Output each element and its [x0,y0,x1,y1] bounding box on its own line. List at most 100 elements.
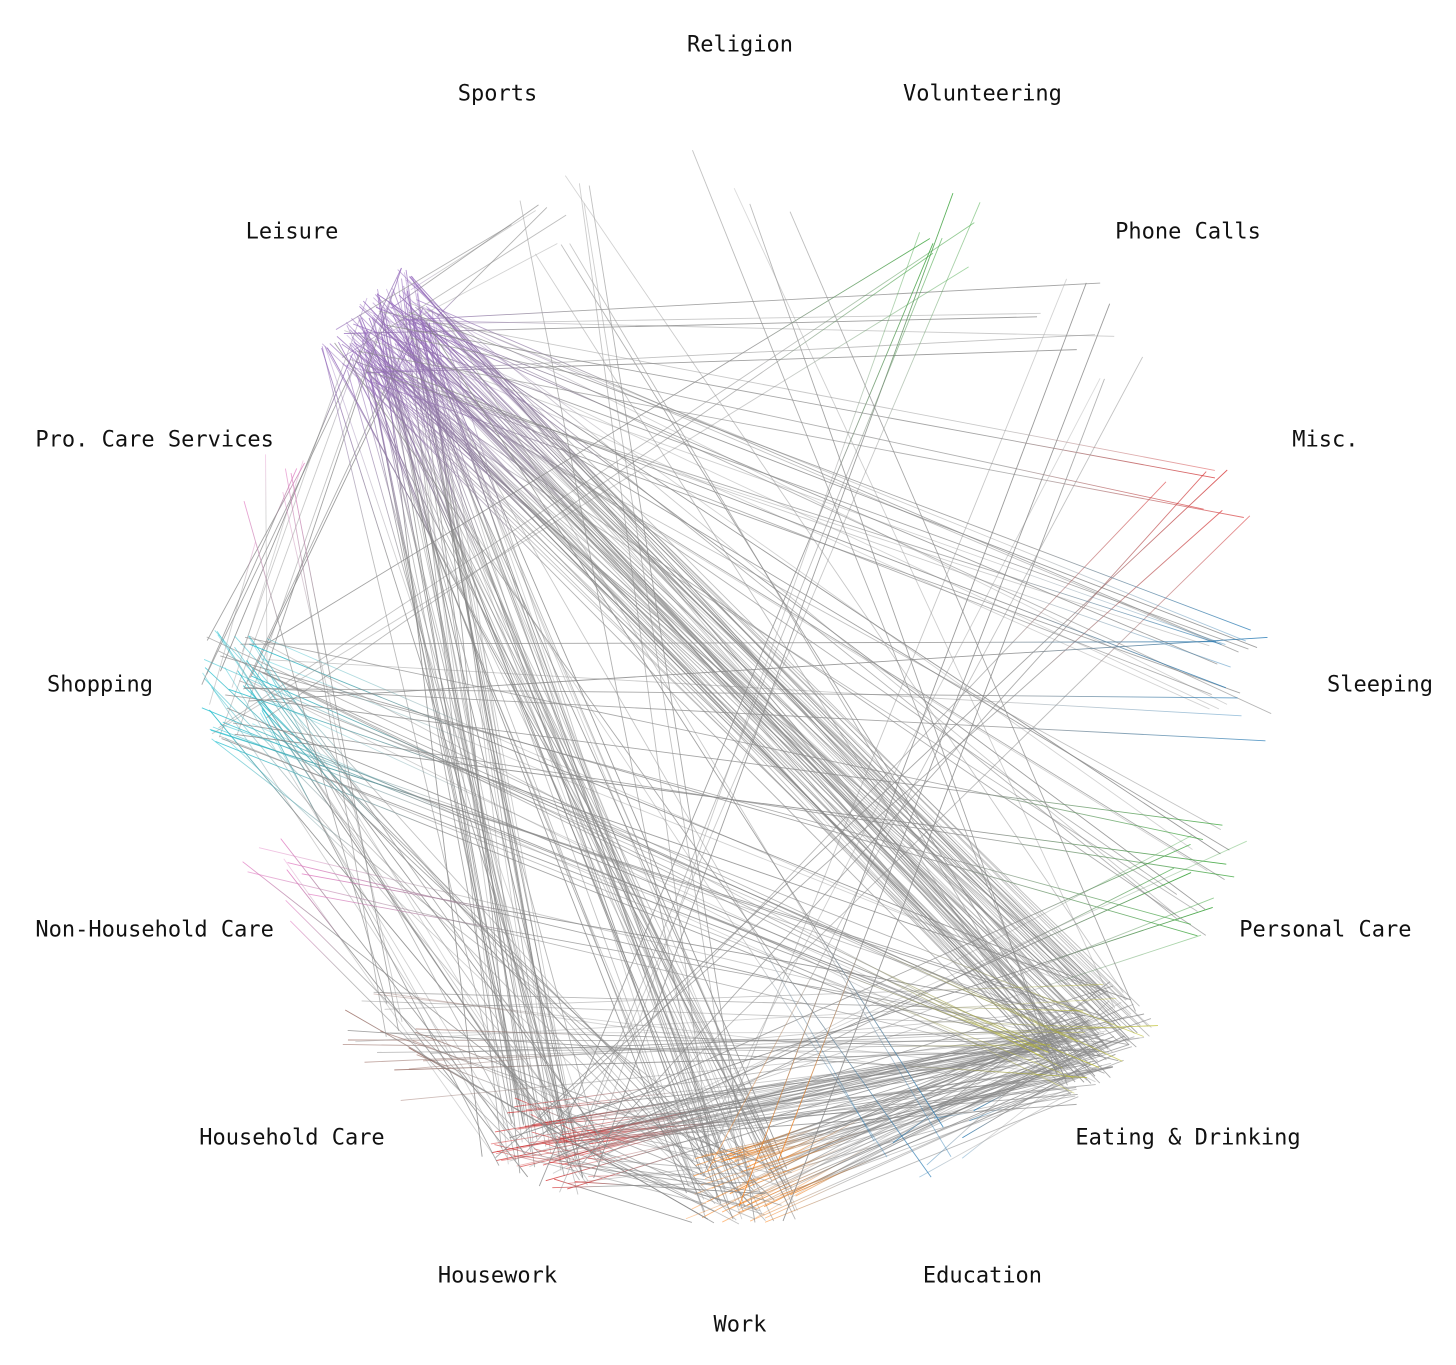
transition-line [365,353,773,1182]
transition-line [265,454,268,684]
transition-line [366,309,1220,710]
transition-line [236,291,393,735]
transition-line [605,515,1251,1146]
transition-line [707,356,1144,1171]
transition-line [378,339,1058,1072]
transition-line [738,282,1087,1207]
transition-line [243,307,424,690]
transition-line [542,985,1114,1166]
transition-line [933,1095,1076,1119]
transition-line [414,333,1150,1037]
transition-line [427,307,1193,850]
transition-line [244,688,1238,699]
transition-line [371,341,1077,1021]
transition-line [387,341,706,1218]
transition-line [242,685,754,1191]
transition-line [524,1076,1085,1127]
transition-line [384,984,1104,1010]
transition-line [358,331,1085,1083]
transition-line [569,243,1067,1079]
transition-line [247,871,1069,1067]
transition-line [416,299,1239,653]
transition-line [285,899,543,1156]
transition-line [588,185,756,1223]
transition-line [564,175,1124,993]
transition-line [346,370,561,1123]
transition-line [542,1142,765,1216]
transition-line [593,192,954,1179]
transition-line [548,1161,767,1194]
category-label: Education [922,1263,1043,1289]
transition-line [239,680,1144,1037]
transition-line [559,202,981,1193]
category-label: Pro. Care Services [35,427,274,453]
transition-line [203,677,737,1221]
transition-line [363,349,1077,374]
transition-line [417,317,1130,1046]
transition-line [426,308,1210,642]
transition-line [350,344,1059,1070]
category-label: Sports [457,81,538,107]
transition-line [342,1044,1101,1056]
transition-line [567,1039,1054,1190]
transition-line [209,542,256,705]
transition-line [583,203,741,1173]
transition-line [608,1136,775,1175]
transition-line [962,1061,1092,1139]
transition-line [383,362,1208,872]
transition-line [201,468,298,685]
transition-line [574,1181,765,1195]
transition-line [301,873,1110,1021]
transition-line [206,636,1123,1062]
transition-line [378,334,1096,373]
transition-line [373,318,552,1129]
transition-line [263,672,1191,925]
transition-line [417,326,1218,665]
transition-line [282,491,403,1022]
transition-line [248,637,1268,702]
transition-line [325,347,596,1153]
transition-line [266,252,934,719]
transition-line [532,843,1191,1138]
transition-line [406,288,509,1165]
transition-line [307,893,1128,1045]
transition-line [401,290,1132,1015]
transition-line [249,690,588,1186]
transition-line [405,279,1177,916]
transition-line [338,341,775,1155]
transition-line [254,668,1044,1058]
transition-line [367,386,1072,1095]
transition-line [249,635,1063,1069]
transition-line [289,920,510,1141]
transition-line [346,334,1101,1032]
transition-line [219,723,1096,1031]
transition-line [373,993,1074,1076]
transition-line [206,462,305,641]
transition-line [421,336,577,1162]
transition-line [344,1009,715,1224]
transition-line [795,1063,1049,1197]
transition-line [373,991,1084,1012]
category-label: Shopping [47,672,153,698]
category-label: Religion [687,32,793,58]
transition-line [219,735,1074,1079]
category-label: Eating & Drinking [1075,1125,1301,1151]
transition-line [386,324,1216,479]
transition-line [356,350,1244,518]
transition-line [347,1039,1103,1043]
transition-line [534,253,1063,1082]
transition-line [587,1157,702,1169]
transition-line [408,302,1247,642]
transition-line [552,835,1192,1174]
transition-line [501,1070,1092,1161]
transition-line [367,370,1222,645]
transition-line [409,337,1204,510]
transition-line [220,655,1198,937]
transition-line [496,1150,707,1205]
category-label: Phone Calls [1115,219,1261,245]
transition-line [594,1084,1096,1135]
transition-line [251,675,1088,1041]
transition-line [411,301,1228,705]
transition-line [590,232,921,1157]
